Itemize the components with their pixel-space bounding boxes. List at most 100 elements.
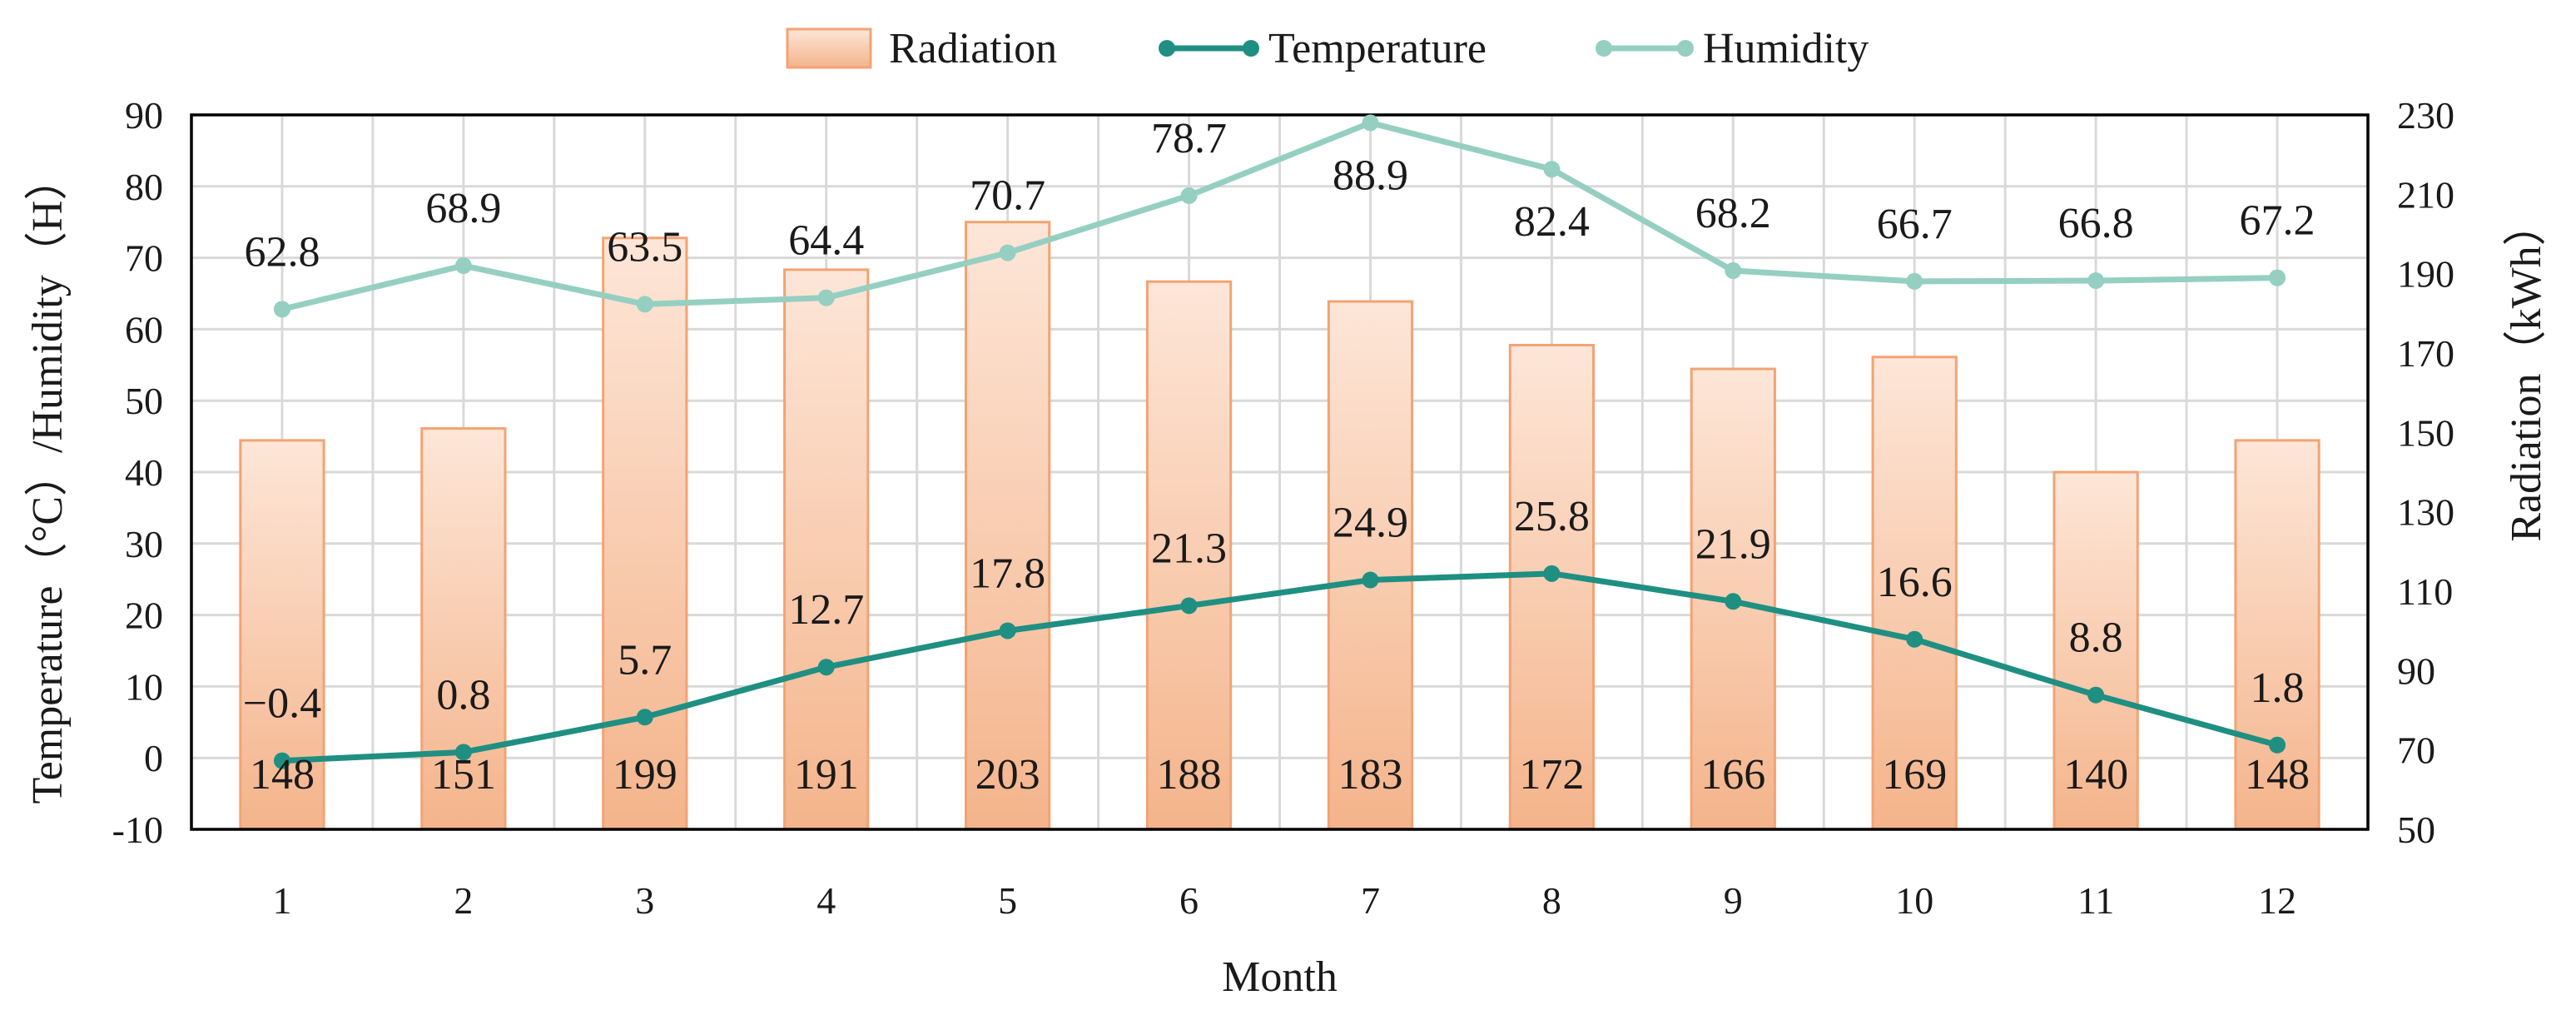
y-right-tick-label: 70 (2397, 729, 2435, 772)
radiation-label-2: 151 (431, 751, 496, 799)
y-right-tick-label: 130 (2397, 491, 2454, 534)
temperature-point-4 (817, 659, 835, 676)
legend-temperature-marker (1243, 40, 1259, 57)
humidity-point-4 (817, 289, 835, 306)
temperature-label-4: 12.7 (788, 586, 864, 634)
radiation-bar-8 (1508, 343, 1595, 831)
temperature-line (281, 570, 2278, 764)
x-tick-label-3: 3 (635, 879, 654, 922)
x-tick-label-12: 12 (2258, 879, 2296, 922)
radiation-bar-5 (965, 221, 1051, 831)
humidity-label-12: 67.2 (2240, 197, 2315, 245)
humidity-point-8 (1543, 161, 1561, 178)
humidity-label-5: 70.7 (970, 172, 1045, 220)
humidity-label-6: 78.7 (1151, 115, 1227, 162)
y-left-tick-label: 30 (125, 523, 163, 565)
plot-frame (190, 113, 2370, 831)
y-right-tick-label: 230 (2397, 94, 2454, 137)
legend-radiation-swatch (786, 27, 872, 69)
humidity-point-12 (2269, 269, 2286, 286)
radiation-label-3: 199 (613, 751, 678, 799)
temperature-point-6 (1180, 597, 1198, 615)
temperature-point-11 (2087, 686, 2105, 704)
legend-radiation-label: Radiation (889, 25, 1057, 72)
radiation-bar-6 (1145, 280, 1233, 831)
temperature-label-10: 16.6 (1877, 559, 1953, 606)
humidity-line (281, 119, 2278, 312)
radiation-bar-10 (1871, 356, 1958, 831)
y-right-tick-label: 190 (2397, 253, 2454, 296)
temperature-point-3 (636, 709, 653, 726)
radiation-label-5: 203 (975, 751, 1040, 799)
temperature-point-7 (1362, 571, 1379, 589)
x-tick-label-5: 5 (998, 879, 1017, 922)
axes: -100102030405060708090507090110130150170… (24, 94, 2550, 1001)
y-right-tick-label: 210 (2397, 173, 2454, 216)
y-left-tick-label: 60 (125, 308, 163, 351)
temperature-label-11: 8.8 (2069, 615, 2123, 662)
temperature-label-7: 24.9 (1333, 500, 1408, 547)
temperature-point-10 (1906, 630, 1923, 648)
humidity-label-3: 63.5 (607, 223, 682, 271)
humidity-label-2: 68.9 (425, 185, 501, 232)
radiation-label-10: 169 (1882, 751, 1947, 799)
legend-temperature-label: Temperature (1268, 25, 1487, 72)
legend[interactable]: Radiation Temperature Humidity (786, 25, 1869, 72)
y-left-tick-label: -10 (112, 809, 163, 851)
plot-border (190, 113, 2370, 831)
humidity-point-10 (1906, 272, 1923, 290)
grid (190, 113, 2370, 831)
humidity-point-11 (2087, 272, 2105, 290)
temperature-label-1: −0.4 (243, 680, 321, 728)
y-right-tick-label: 110 (2397, 570, 2453, 613)
humidity-point-9 (1725, 262, 1742, 280)
y-left-tick-label: 40 (125, 451, 163, 494)
temperature-point-2 (454, 744, 472, 761)
y-right-tick-label: 90 (2397, 649, 2435, 692)
humidity-point-2 (454, 257, 472, 275)
y-right-tick-label: 170 (2397, 332, 2454, 375)
temperature-point-5 (999, 622, 1016, 639)
humidity-label-9: 68.2 (1695, 190, 1771, 237)
radiation-label-4: 191 (794, 751, 859, 799)
temperature-point-1 (273, 752, 290, 769)
y-left-tick-label: 0 (144, 737, 163, 779)
temperature-label-2: 0.8 (436, 671, 490, 719)
legend-humidity-label: Humidity (1703, 25, 1869, 72)
radiation-bar-2 (420, 427, 507, 831)
temperature-point-9 (1725, 593, 1742, 610)
legend-humidity-marker (1596, 40, 1612, 57)
humidity-label-10: 66.7 (1877, 201, 1953, 248)
y-left-tick-label: 20 (125, 595, 163, 637)
line-series (273, 114, 2286, 769)
y-right-axis-title: Radiation（kWh） (2503, 202, 2550, 541)
radiation-label-1: 148 (250, 751, 315, 799)
humidity-label-7: 88.9 (1333, 152, 1408, 199)
y-right-tick-label: 150 (2397, 411, 2454, 454)
temperature-label-5: 17.8 (970, 550, 1045, 597)
x-tick-label-11: 11 (2077, 879, 2114, 922)
x-tick-label-1: 1 (272, 879, 291, 922)
humidity-point-3 (636, 296, 653, 313)
temperature-label-8: 25.8 (1514, 493, 1590, 540)
humidity-point-5 (999, 244, 1016, 261)
humidity-label-11: 66.8 (2058, 200, 2134, 247)
radiation-bar-7 (1327, 300, 1414, 831)
data-labels: 148 151 199 191 203 188 183 172 166 169 140 148 −0.4… (243, 115, 2315, 799)
radiation-label-12: 148 (2245, 751, 2310, 799)
temperature-label-3: 5.7 (618, 636, 672, 684)
radiation-label-7: 183 (1338, 751, 1402, 799)
temperature-label-12: 1.8 (2251, 664, 2305, 712)
x-tick-label-4: 4 (816, 879, 836, 922)
radiation-label-8: 172 (1519, 751, 1584, 799)
humidity-point-1 (273, 301, 290, 318)
humidity-point-7 (1362, 114, 1379, 132)
x-tick-label-10: 10 (1895, 879, 1933, 922)
x-tick-label-2: 2 (454, 879, 473, 922)
radiation-label-6: 188 (1157, 751, 1222, 799)
humidity-label-4: 64.4 (788, 217, 864, 265)
temperature-label-9: 21.9 (1695, 520, 1771, 568)
humidity-label-8: 82.4 (1514, 198, 1590, 246)
